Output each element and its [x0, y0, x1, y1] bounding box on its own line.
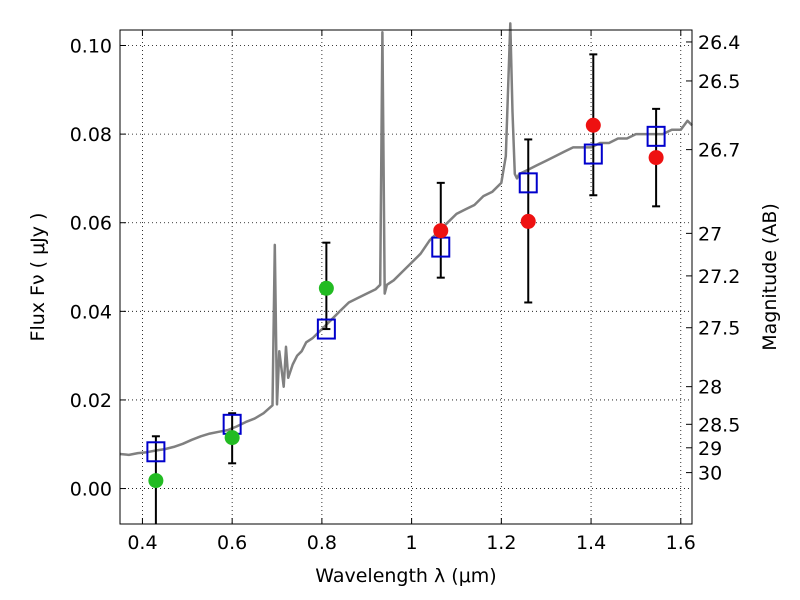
model-photometry-point	[646, 125, 666, 147]
green-data-point	[318, 280, 334, 296]
model-photometry-point	[583, 143, 603, 165]
x-tick-label: 1.2	[486, 532, 516, 554]
series	[119, 22, 693, 524]
red-data-point	[585, 117, 601, 133]
green-data-point	[224, 430, 240, 446]
magnitude-tick-label: 28.5	[698, 414, 740, 436]
ticks: 0.4 0.6 0.8 1 1.2 1.4 1.6 0.00 0.02 0.04 0.06 0.08 0…	[70, 30, 740, 554]
x-axis-label: Wavelength λ (μm)	[315, 565, 496, 587]
model-photometry-point	[316, 318, 336, 340]
magnitude-tick-label: 26.4	[698, 32, 740, 54]
red-data-point	[433, 223, 449, 239]
y-tick-label: 0.06	[70, 213, 112, 235]
magnitude-tick-label: 30	[698, 463, 722, 485]
grid	[120, 30, 692, 524]
magnitude-tick-label: 27.2	[698, 266, 740, 288]
x-tick-label: 0.8	[307, 532, 337, 554]
model-photometry-point	[518, 172, 538, 194]
y-axis-label: Flux Fν ( μJy )	[27, 213, 49, 342]
y-tick-label: 0.04	[70, 301, 112, 323]
magnitude-tick-label: 26.7	[698, 140, 740, 162]
magnitude-tick-label: 26.5	[698, 71, 740, 93]
y-tick-label: 0.00	[70, 479, 112, 501]
spectrum-line	[119, 22, 693, 457]
red-data-point	[520, 213, 536, 229]
magnitude-tick-label: 27	[698, 223, 722, 245]
x-tick-label: 0.4	[127, 532, 157, 554]
x-tick-label: 0.6	[217, 532, 247, 554]
magnitude-tick-label: 28	[698, 377, 722, 399]
plot-background	[120, 30, 692, 524]
red-data-point	[648, 150, 664, 166]
model-photometry-point	[146, 441, 166, 463]
y-tick-label: 0.10	[70, 36, 112, 58]
y-tick-label: 0.08	[70, 124, 112, 146]
x-tick-label: 1	[406, 532, 418, 554]
plot-frame	[119, 29, 693, 525]
y-tick-label: 0.02	[70, 390, 112, 412]
magnitude-tick-label: 27.5	[698, 318, 740, 340]
x-tick-label: 1.6	[666, 532, 696, 554]
right-axis-label: Magnitude (AB)	[759, 203, 781, 351]
x-tick-label: 1.4	[576, 532, 606, 554]
green-data-point	[148, 473, 164, 489]
magnitude-tick-label: 29	[698, 438, 722, 460]
